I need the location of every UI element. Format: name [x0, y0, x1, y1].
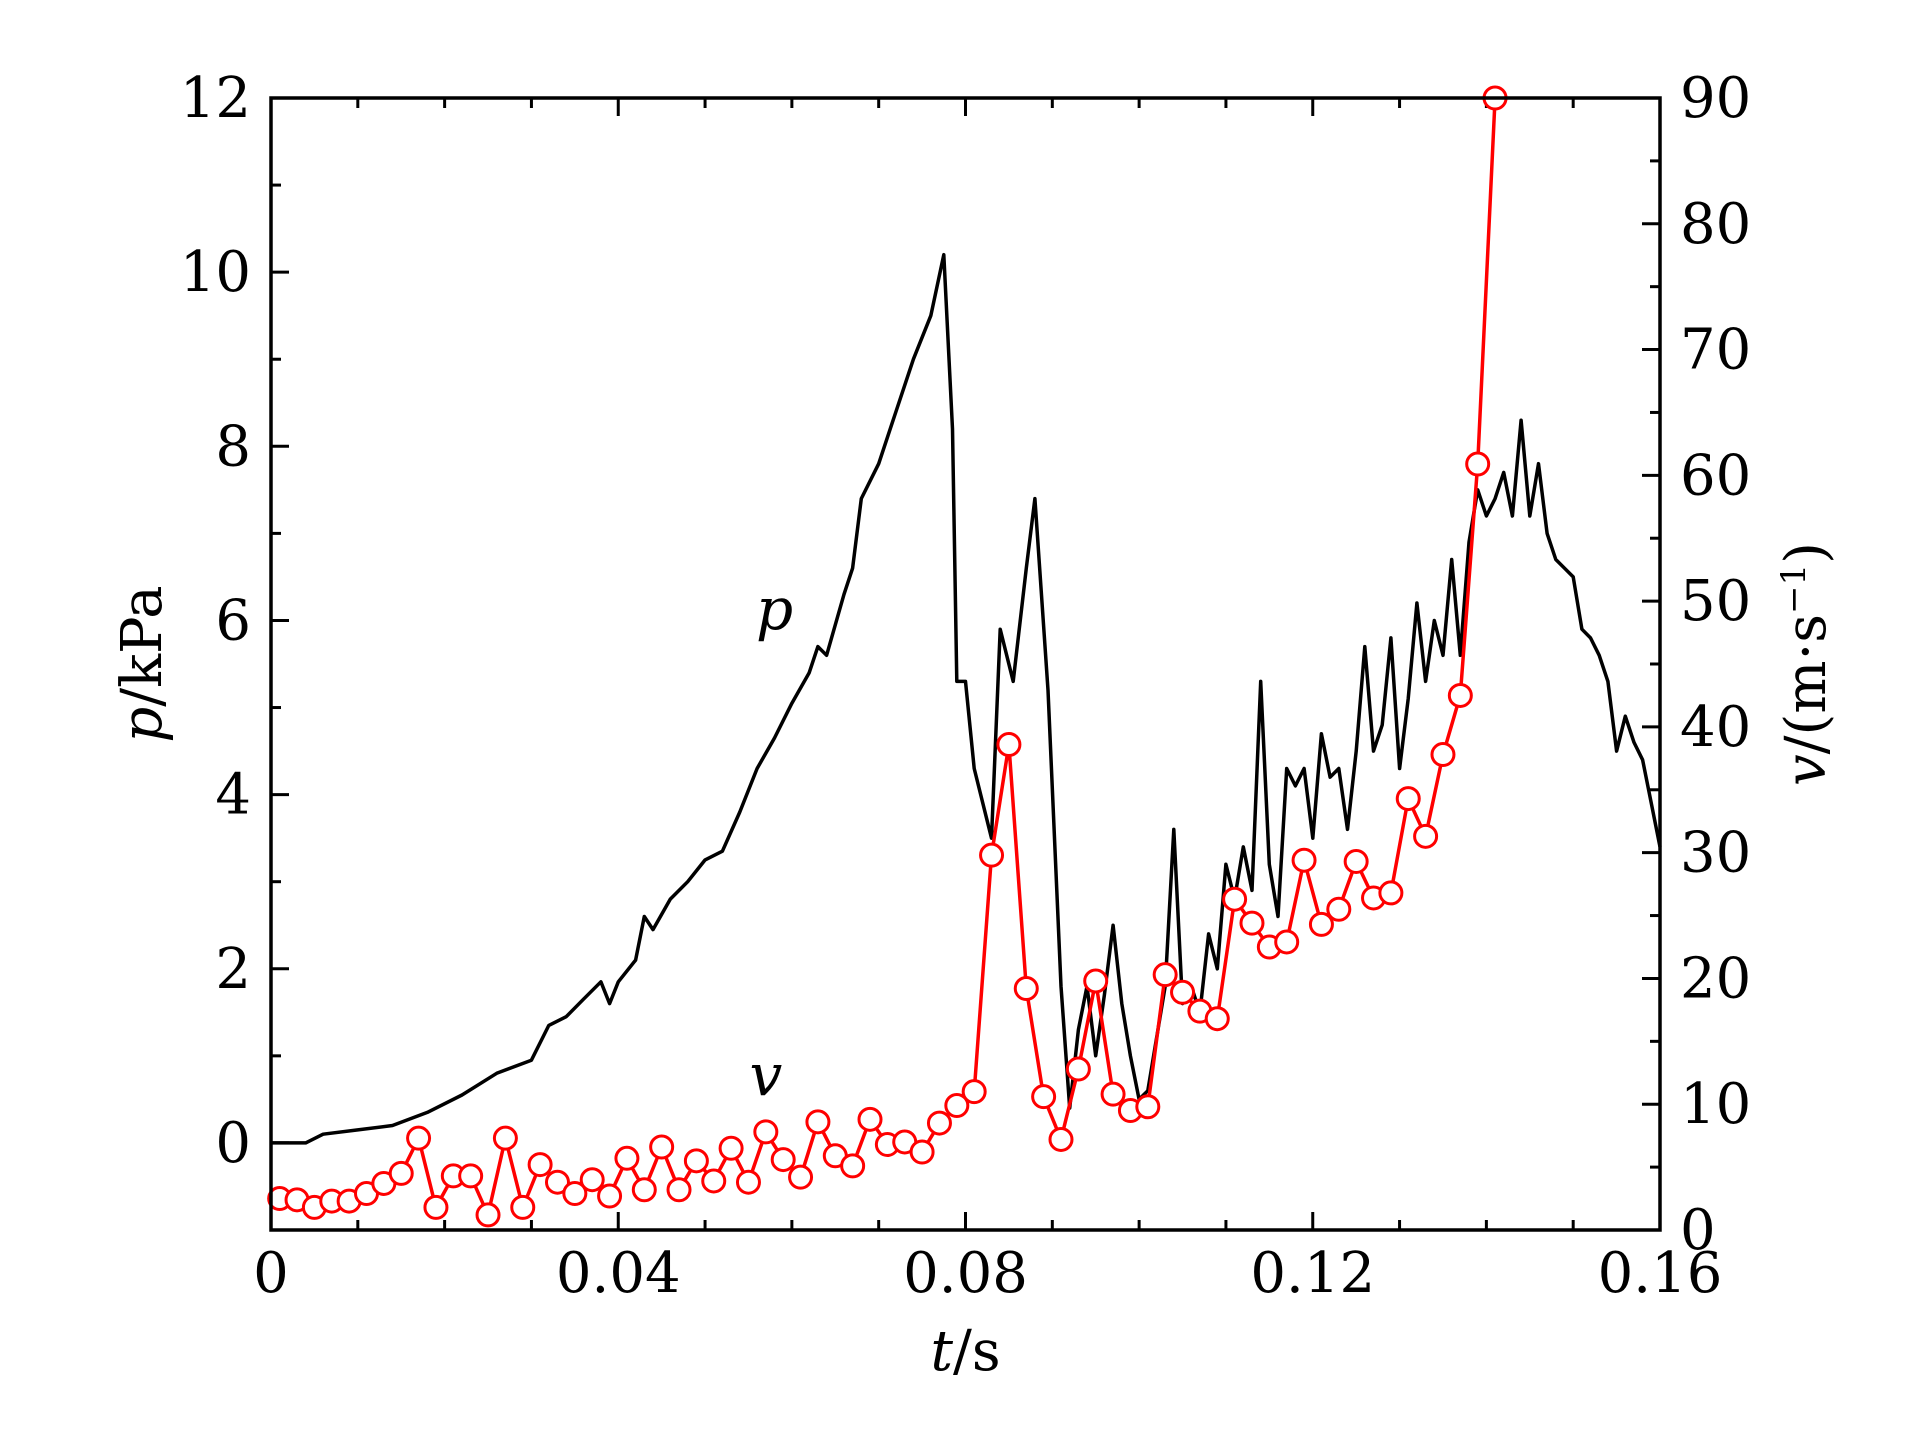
series-v: [267, 85, 1508, 1228]
data-point-v: [631, 1177, 657, 1203]
y-right-axis-title-unit: /(m·s: [1774, 614, 1839, 754]
x-tick-label: 0.12: [1250, 1241, 1375, 1306]
y-right-tick-label: 50: [1680, 569, 1751, 634]
data-point-v: [1274, 929, 1300, 955]
data-point-v: [1447, 682, 1473, 708]
data-point-v: [1065, 1056, 1091, 1082]
data-point-v: [1465, 451, 1491, 477]
data-point-v: [788, 1164, 814, 1190]
data-point-v: [1343, 848, 1369, 874]
data-point-v: [1291, 847, 1317, 873]
data-point-v: [909, 1139, 935, 1165]
plot-border: [269, 96, 1662, 1232]
y-left-axis-title-unit: /kPa: [110, 585, 175, 706]
data-point-v: [1326, 896, 1352, 922]
data-point-v: [979, 842, 1005, 868]
data-point-v: [735, 1169, 761, 1195]
data-point-v: [510, 1194, 536, 1220]
data-point-v: [458, 1163, 484, 1189]
data-point-v: [926, 1110, 952, 1136]
data-point-v: [718, 1135, 744, 1161]
data-point-v: [388, 1160, 414, 1186]
x-axis-title-var: t: [930, 1319, 953, 1384]
y-left-tick-label: 8: [215, 414, 251, 479]
y-right-tick-label: 70: [1680, 318, 1751, 383]
series-layer: pv: [267, 85, 1662, 1228]
data-point-v: [649, 1134, 675, 1160]
data-point-v: [406, 1125, 432, 1151]
data-point-v: [492, 1125, 518, 1151]
data-point-v: [683, 1148, 709, 1174]
data-point-v: [614, 1145, 640, 1171]
y-left-tick-label: 10: [180, 240, 251, 305]
y-right-axis-title: v/(m·s−1): [1774, 542, 1839, 786]
y-right-tick-label: 30: [1680, 821, 1751, 886]
series-line-v: [279, 97, 1497, 1217]
plot-frame: [269, 96, 1662, 1232]
data-point-v: [961, 1079, 987, 1105]
y-left-axis-title: p/kPa: [110, 585, 175, 742]
data-point-v: [1100, 1081, 1126, 1107]
data-point-v: [753, 1119, 779, 1145]
y-right-tick-label: 0: [1680, 1198, 1716, 1263]
y-left-axis-title-var: p: [110, 707, 175, 743]
data-point-v: [1222, 886, 1248, 912]
y-right-tick-label: 60: [1680, 443, 1751, 508]
data-point-v: [562, 1181, 588, 1207]
data-point-v: [1430, 742, 1456, 768]
y-left-tick-label: 6: [215, 588, 251, 653]
y-right-tick-label: 40: [1680, 695, 1751, 760]
y-right-axis-title-var: v: [1774, 754, 1839, 786]
data-point-v: [1378, 880, 1404, 906]
x-tick-label: 0: [253, 1241, 289, 1306]
data-point-v: [1170, 979, 1196, 1005]
series-annotation-v: v: [749, 1041, 782, 1109]
data-point-v: [597, 1183, 623, 1209]
data-point-v: [1239, 910, 1265, 936]
data-point-v: [527, 1152, 553, 1178]
x-axis-title: t/s: [930, 1319, 1000, 1384]
data-point-v: [423, 1194, 449, 1220]
axes: 0 0.04 0.08 0.12 0.1602468101201020304050607…: [180, 66, 1752, 1306]
data-point-v: [1204, 1006, 1230, 1032]
x-tick-label: 0.08: [903, 1241, 1028, 1306]
y-right-axis-title-close: ): [1774, 542, 1839, 564]
y-right-axis-title-sup: −1: [1774, 564, 1814, 614]
y-left-tick-label: 0: [215, 1111, 251, 1176]
data-point-v: [857, 1106, 883, 1132]
data-point-v: [770, 1147, 796, 1173]
data-point-v: [666, 1177, 692, 1203]
data-point-v: [701, 1168, 727, 1194]
x-axis-title-unit: /s: [953, 1319, 1001, 1384]
series-annotation-p: p: [756, 575, 793, 643]
data-point-v: [1413, 823, 1439, 849]
y-right-tick-label: 80: [1680, 192, 1751, 257]
y-left-tick-label: 2: [215, 937, 251, 1002]
data-point-v: [1048, 1126, 1074, 1152]
data-point-v: [579, 1167, 605, 1193]
data-point-v: [944, 1092, 970, 1118]
y-right-tick-label: 20: [1680, 946, 1751, 1011]
data-point-v: [1152, 962, 1178, 988]
data-point-v: [1395, 786, 1421, 812]
data-point-v: [544, 1169, 570, 1195]
x-tick-label: 0.04: [556, 1241, 681, 1306]
data-point-v: [1308, 911, 1334, 937]
data-point-v: [1135, 1094, 1161, 1120]
y-right-tick-label: 10: [1680, 1072, 1751, 1137]
y-left-tick-label: 12: [180, 66, 251, 131]
data-point-v: [840, 1153, 866, 1179]
y-left-tick-label: 4: [215, 763, 251, 828]
x-tick-label: 0.16: [1598, 1241, 1723, 1306]
data-point-v: [1083, 968, 1109, 994]
data-point-v: [996, 731, 1022, 757]
data-point-v: [1013, 976, 1039, 1002]
data-point-v: [475, 1202, 501, 1228]
data-point-v: [805, 1109, 831, 1135]
data-point-v: [1031, 1084, 1057, 1110]
y-right-tick-label: 90: [1680, 66, 1751, 131]
